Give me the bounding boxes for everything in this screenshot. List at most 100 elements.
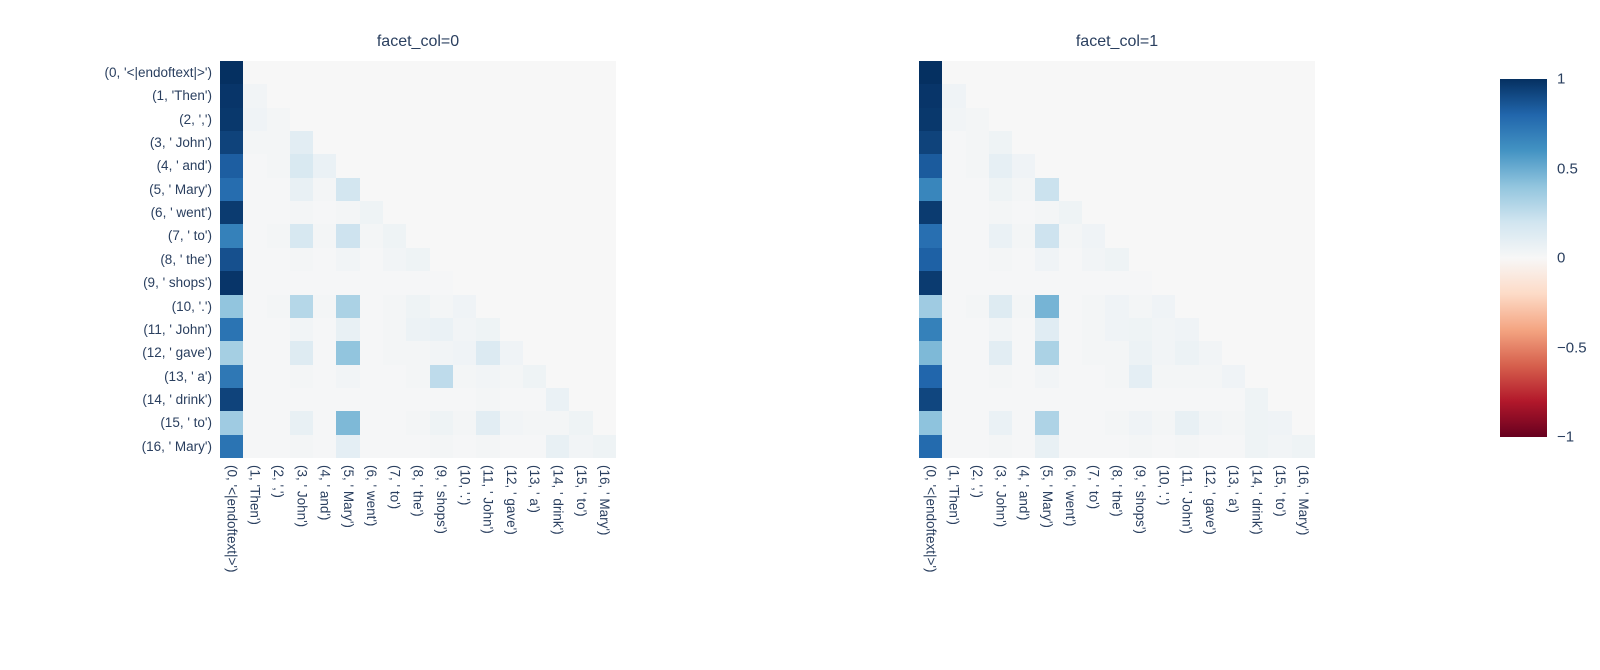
x-axis-tick-label-text: (16, ' Mary')	[1296, 465, 1312, 536]
heatmap-cell	[289, 61, 314, 85]
heatmap-cell	[522, 224, 547, 248]
heatmap-cell	[359, 387, 384, 412]
heatmap-cell	[243, 224, 267, 248]
heatmap-cell	[1128, 411, 1152, 435]
heatmap-cell	[1082, 294, 1106, 318]
heatmap-cell	[383, 364, 407, 388]
heatmap-cell	[1221, 317, 1246, 342]
heatmap-cell	[522, 247, 547, 272]
heatmap-cell	[1105, 247, 1129, 272]
heatmap-cell	[1245, 271, 1269, 295]
heatmap-cell	[1175, 294, 1199, 318]
heatmap-cell	[266, 294, 290, 318]
colorbar-tick-label: −1	[1557, 428, 1575, 446]
heatmap-cell	[313, 317, 337, 342]
heatmap-cell	[965, 131, 989, 155]
heatmap-cell	[522, 317, 547, 342]
heatmap-cell	[1198, 84, 1222, 108]
heatmap-cell	[569, 107, 593, 132]
x-axis-tick-label-text: (14, ' drink')	[550, 465, 566, 535]
heatmap-cell	[1082, 387, 1106, 412]
heatmap-cell	[1151, 411, 1176, 435]
y-axis-tick-label: (16, ' Mary')	[141, 438, 212, 454]
x-axis-tick-label: (11, ' John')	[476, 465, 499, 665]
heatmap-cell	[1128, 154, 1152, 178]
heatmap-cell	[1221, 61, 1246, 85]
heatmap-cell	[1082, 131, 1106, 155]
heatmap-cell	[1175, 154, 1199, 178]
x-axis-tick-label-text: (8, ' the')	[410, 465, 426, 517]
heatmap-cell	[289, 411, 314, 435]
heatmap-cell	[1291, 84, 1315, 108]
heatmap-cell	[1245, 317, 1269, 342]
heatmap-cell	[406, 61, 430, 85]
heatmap-cell	[383, 247, 407, 272]
heatmap-cell	[522, 154, 547, 178]
x-axis-tick-label-text: (8, ' the')	[1109, 465, 1125, 517]
heatmap-cell	[266, 177, 290, 202]
heatmap-cell	[1245, 84, 1269, 108]
heatmap-cell	[1082, 84, 1106, 108]
heatmap-cell	[1151, 107, 1176, 132]
heatmap-cell	[243, 201, 267, 225]
heatmap-cell	[965, 294, 989, 318]
heatmap-cell	[1151, 154, 1176, 178]
heatmap-cell	[429, 224, 453, 248]
heatmap-cell	[942, 107, 966, 132]
heatmap-cell	[1058, 84, 1083, 108]
heatmap-cell	[569, 84, 593, 108]
heatmap-cell	[429, 61, 453, 85]
colorbar-tick-label: 1	[1557, 70, 1566, 88]
x-axis-tick-label: (7, ' to')	[383, 465, 406, 665]
heatmap-cell	[289, 154, 314, 178]
heatmap-cell	[406, 294, 430, 318]
heatmap-cell	[383, 201, 407, 225]
heatmap-cell	[1291, 247, 1315, 272]
heatmap-cell	[383, 271, 407, 295]
heatmap-cell	[592, 201, 616, 225]
heatmap-cell	[1245, 201, 1269, 225]
x-axis-tick-label-text: (5, ' Mary')	[340, 465, 356, 528]
heatmap-cell	[965, 364, 989, 388]
heatmap-cell	[1128, 84, 1152, 108]
heatmap-cell	[1035, 411, 1059, 435]
x-axis-tick-label: (10, '.')	[453, 465, 476, 665]
heatmap-cell	[359, 224, 384, 248]
heatmap-cell	[1221, 411, 1246, 435]
heatmap-cell	[336, 341, 360, 365]
heatmap-cell	[1245, 131, 1269, 155]
heatmap-cell	[383, 317, 407, 342]
heatmap-cell	[1221, 154, 1246, 178]
heatmap-cell	[1151, 294, 1176, 318]
heatmap-cell	[569, 317, 593, 342]
heatmap-cell	[499, 364, 523, 388]
heatmap-cell	[429, 341, 453, 365]
x-axis-tick-label-text: (14, ' drink')	[1249, 465, 1265, 535]
heatmap-cell	[359, 247, 384, 272]
heatmap-cell	[522, 341, 547, 365]
heatmap-cell	[1105, 154, 1129, 178]
heatmap-cell	[965, 341, 989, 365]
heatmap-cell	[476, 434, 500, 458]
heatmap-cell	[406, 341, 430, 365]
heatmap-cell	[942, 201, 966, 225]
heatmap-cell	[988, 411, 1013, 435]
heatmap-cell	[243, 364, 267, 388]
heatmap-cell	[429, 364, 453, 388]
heatmap-cell	[965, 107, 989, 132]
heatmap-cell	[1012, 434, 1036, 458]
heatmap-cell	[289, 177, 314, 202]
y-axis-tick-labels: (0, '<|endoftext|>') (1, 'Then') (2, ',') (…	[0, 61, 216, 458]
x-axis-tick-label: (1, 'Then')	[942, 465, 965, 665]
heatmap-cell	[1198, 107, 1222, 132]
heatmap-cell	[499, 61, 523, 85]
x-axis-tick-label: (0, '<|endoftext|>')	[919, 465, 942, 665]
heatmap-cell	[1105, 84, 1129, 108]
heatmap-cell	[1245, 177, 1269, 202]
heatmap-cell	[452, 177, 477, 202]
x-axis-tick-label-text: (9, ' shops')	[1133, 465, 1149, 534]
heatmap-cell	[569, 271, 593, 295]
heatmap-cell	[313, 107, 337, 132]
heatmap-cell	[546, 434, 570, 458]
heatmap-cell	[569, 294, 593, 318]
